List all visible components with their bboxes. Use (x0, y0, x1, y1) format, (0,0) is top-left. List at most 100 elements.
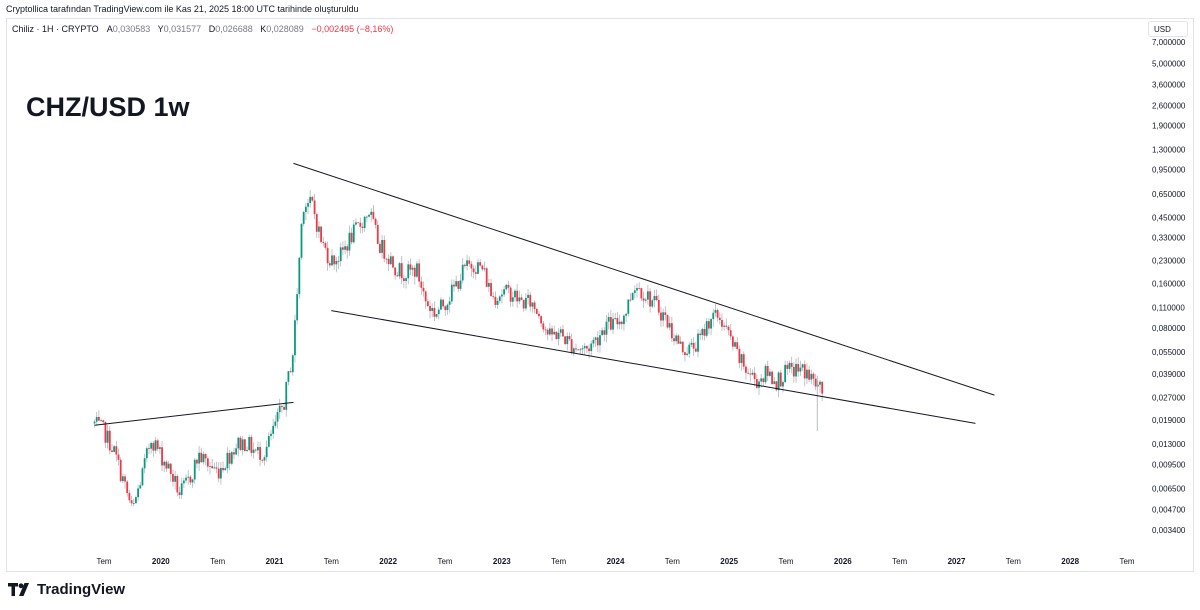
candle-1 (95, 411, 98, 426)
price-tick-4: 1,900000 (1152, 121, 1186, 130)
candle-43 (187, 470, 190, 485)
price-tick-21: 0,004700 (1152, 505, 1186, 514)
tradingview-logo[interactable]: TradingView (8, 581, 125, 598)
candle-121 (357, 222, 360, 224)
symbol-name[interactable]: Chiliz · 1H · CRYPTO (12, 24, 99, 34)
candle-239 (614, 312, 617, 321)
candle-326 (803, 360, 806, 387)
candle-328 (808, 365, 811, 383)
price-tick-19: 0,009500 (1152, 460, 1186, 469)
candle-212 (555, 331, 558, 340)
candle-231 (596, 331, 599, 353)
candle-109 (331, 248, 333, 267)
trendline-2[interactable] (331, 310, 976, 424)
candle-330 (812, 371, 815, 386)
candle-224 (581, 345, 584, 356)
candle-261 (662, 308, 665, 327)
currency-selector[interactable]: USD (1148, 21, 1188, 37)
candle-54 (211, 458, 214, 469)
candle-267 (675, 333, 678, 345)
candle-8 (111, 443, 113, 453)
close-value: 0,028089 (266, 24, 304, 34)
candle-321 (792, 362, 795, 383)
candle-259 (657, 294, 660, 316)
candle-175 (474, 265, 477, 280)
candle-52 (206, 456, 209, 472)
candle-295 (736, 336, 739, 351)
candle-181 (487, 278, 490, 293)
candle-296 (738, 345, 741, 368)
candle-69 (243, 438, 246, 452)
price-chart[interactable]: 7,000000 5,000000 3,600000 2,600000 1,900000… (0, 0, 1200, 575)
candle-93 (296, 288, 299, 325)
candle-26 (150, 441, 153, 454)
candle-67 (239, 435, 242, 451)
candle-234 (603, 327, 606, 342)
candle-184 (494, 291, 497, 309)
candle-162 (446, 303, 449, 315)
candle-207 (544, 326, 547, 336)
candle-287 (718, 312, 721, 325)
candle-221 (575, 343, 577, 353)
low-value: 0,026688 (215, 24, 253, 34)
candle-114 (341, 241, 344, 255)
trendlines-layer (94, 162, 995, 426)
candle-131 (379, 240, 381, 255)
candle-334 (821, 381, 824, 401)
candle-36 (172, 469, 174, 487)
candle-258 (655, 289, 658, 302)
candle-95 (300, 223, 303, 260)
candle-40 (180, 477, 183, 499)
candle-18 (132, 498, 135, 507)
time-tick-18: Tem (1119, 557, 1134, 566)
time-tick-9: 2024 (607, 557, 625, 566)
candle-57 (217, 462, 220, 483)
price-tick-15: 0,039000 (1152, 370, 1186, 379)
trendline-1[interactable] (293, 162, 995, 396)
candle-104 (320, 226, 323, 244)
candle-122 (359, 217, 362, 234)
time-tick-1: 2020 (152, 557, 170, 566)
candle-299 (745, 364, 747, 380)
candle-24 (145, 446, 148, 463)
candle-141 (400, 255, 403, 285)
candle-169 (461, 258, 464, 284)
price-tick-14: 0,055000 (1152, 348, 1186, 357)
candle-203 (535, 307, 538, 315)
candle-283 (710, 318, 712, 335)
candle-211 (553, 325, 556, 335)
candle-278 (699, 330, 702, 341)
candle-46 (193, 457, 196, 484)
candle-262 (664, 306, 667, 321)
candle-179 (483, 261, 486, 272)
candle-10 (115, 440, 118, 462)
time-tick-16: Tem (1006, 557, 1021, 566)
candle-177 (479, 258, 482, 267)
candle-116 (346, 244, 349, 259)
candle-105 (322, 236, 325, 247)
candle-264 (668, 316, 671, 331)
candle-79 (265, 440, 268, 462)
candle-61 (226, 447, 229, 473)
candle-118 (350, 227, 353, 245)
candle-101 (313, 193, 316, 220)
candle-49 (200, 447, 203, 464)
trendline-0[interactable] (94, 401, 294, 426)
candle-174 (472, 265, 475, 279)
tradingview-icon (8, 583, 29, 596)
price-tick-1: 5,000000 (1152, 60, 1186, 69)
candle-293 (731, 334, 734, 351)
candle-255 (649, 288, 651, 313)
time-tick-2: Tem (210, 557, 225, 566)
candle-270 (681, 341, 684, 356)
time-tick-7: 2023 (493, 557, 511, 566)
candle-157 (435, 314, 438, 319)
candle-47 (196, 458, 198, 469)
candle-320 (790, 356, 793, 374)
candle-307 (762, 377, 765, 387)
candle-180 (485, 266, 488, 288)
price-tick-17: 0,019000 (1152, 416, 1186, 425)
candle-301 (749, 367, 752, 382)
candle-305 (758, 378, 760, 395)
candle-166 (455, 275, 458, 287)
